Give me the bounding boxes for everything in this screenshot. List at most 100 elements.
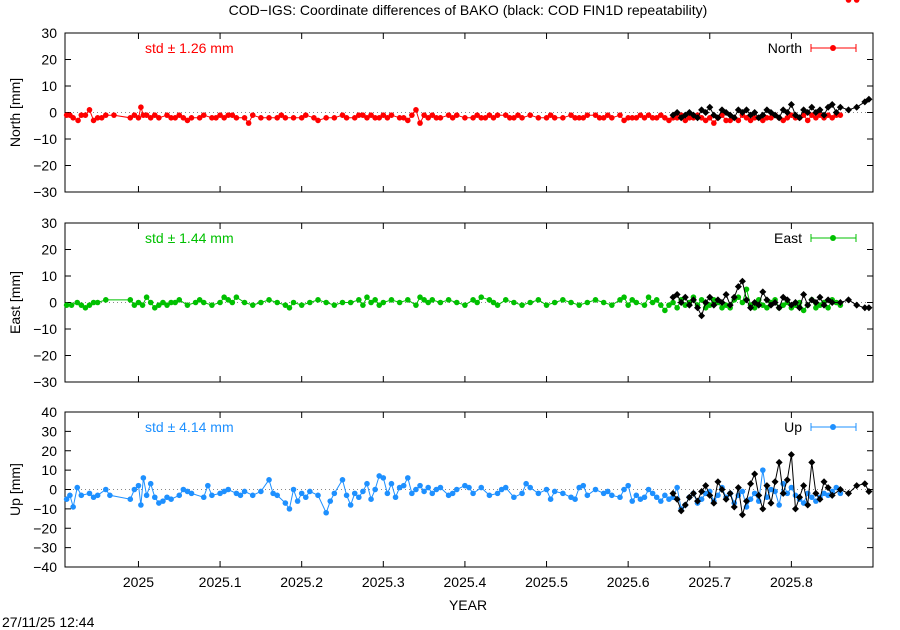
east-repeatability-point <box>865 304 873 312</box>
east-series-point <box>172 299 178 306</box>
up-repeatability-point <box>820 478 828 486</box>
north-series-point <box>245 120 252 126</box>
east-series-point <box>592 297 599 303</box>
east-series-point <box>645 294 652 301</box>
east-repeatability-point <box>759 288 767 296</box>
east-series-point <box>551 299 558 306</box>
east-repeatability-point <box>677 299 685 306</box>
north-series-point <box>380 112 387 118</box>
north-series-point <box>138 104 144 110</box>
up-series-point <box>188 490 195 497</box>
north-ytick-label: −20 <box>33 158 57 174</box>
east-ytick-label: 0 <box>49 295 57 311</box>
north-series-point <box>103 112 109 118</box>
north-series-point <box>356 112 362 118</box>
up-series-point <box>551 488 558 495</box>
up-repeatability-point <box>767 499 775 507</box>
up-series-point <box>653 494 660 501</box>
east-series-point <box>817 302 823 308</box>
north-series-point <box>233 115 240 121</box>
north-series-point <box>323 115 329 121</box>
east-series-point <box>674 305 680 311</box>
east-series-point <box>813 305 819 311</box>
north-series-point <box>543 115 550 121</box>
north-series-point <box>213 115 219 121</box>
north-series-point <box>339 112 346 118</box>
east-repeatability-point <box>689 296 697 304</box>
north-series-point <box>241 115 248 121</box>
north-repeatability-point <box>706 103 714 111</box>
north-series-point <box>274 115 281 121</box>
up-legend-label: Up <box>784 419 802 435</box>
up-series-point <box>127 496 134 502</box>
up-series-point <box>360 488 366 495</box>
up-repeatability-point <box>742 497 750 505</box>
east-ytick-label: 10 <box>41 268 57 284</box>
up-series-point <box>527 484 534 491</box>
north-series-point <box>527 112 534 118</box>
up-repeatability-point <box>694 497 702 505</box>
north-series-point <box>376 115 383 121</box>
east-series-point <box>160 299 166 306</box>
up-series-point <box>356 494 362 501</box>
up-series-point <box>384 490 391 497</box>
north-ytick-label: 0 <box>49 105 57 121</box>
north-y-axis-label: North [mm] <box>7 78 23 147</box>
north-series-point <box>396 115 403 121</box>
north-repeatability-point <box>702 109 710 116</box>
east-series-point <box>139 302 146 308</box>
north-series-point <box>311 115 317 121</box>
up-repeatability-point <box>673 495 681 503</box>
north-repeatability-point <box>828 101 836 109</box>
up-series-point <box>808 494 815 501</box>
north-series-point <box>604 112 611 118</box>
north-series-point <box>551 115 558 121</box>
east-series-point <box>662 307 668 314</box>
east-series-point <box>156 302 162 308</box>
north-series-point <box>282 115 289 121</box>
north-series-point <box>686 115 693 121</box>
east-repeatability-point <box>730 293 738 301</box>
up-series-point <box>788 484 795 491</box>
up-series-point <box>241 488 248 495</box>
east-repeatability-point <box>722 291 730 299</box>
up-series-point <box>413 486 419 493</box>
up-series-point <box>372 486 378 493</box>
up-series-point <box>776 502 782 508</box>
east-repeatability-point <box>710 301 718 309</box>
north-series-point <box>637 112 644 118</box>
up-series-point <box>266 477 272 483</box>
north-series-point <box>804 117 811 124</box>
east-series-point <box>568 299 574 306</box>
up-repeatability-point <box>730 503 738 511</box>
north-series-point <box>682 117 689 124</box>
east-series-point <box>196 297 203 303</box>
east-series-point <box>315 297 321 303</box>
north-series-point <box>200 112 207 118</box>
up-series-point <box>494 490 501 497</box>
up-repeatability-point <box>783 476 791 484</box>
north-series-point <box>719 112 725 118</box>
north-series-point <box>176 112 183 118</box>
up-series-point <box>621 486 627 493</box>
east-series-point <box>233 294 240 301</box>
east-series-point <box>282 302 289 308</box>
north-ytick-label: 10 <box>41 78 57 94</box>
north-series-point <box>535 115 542 121</box>
east-series-point <box>494 302 501 308</box>
north-legend-label: North <box>768 40 802 56</box>
east-series-point <box>164 302 170 308</box>
north-series-point <box>645 112 652 118</box>
east-repeatability-point <box>747 304 755 312</box>
up-repeatability-point <box>865 487 873 495</box>
up-series-point <box>604 488 611 495</box>
north-series-point <box>151 112 158 118</box>
up-series-point <box>404 475 411 481</box>
north-series-point <box>258 115 264 121</box>
x-tick-label: 2025.2 <box>280 574 323 590</box>
east-series-point <box>617 297 623 303</box>
up-series-point <box>511 494 517 501</box>
east-repeatability-point <box>791 299 799 306</box>
up-series-point <box>617 494 623 501</box>
x-tick-label: 2025.1 <box>199 574 242 590</box>
